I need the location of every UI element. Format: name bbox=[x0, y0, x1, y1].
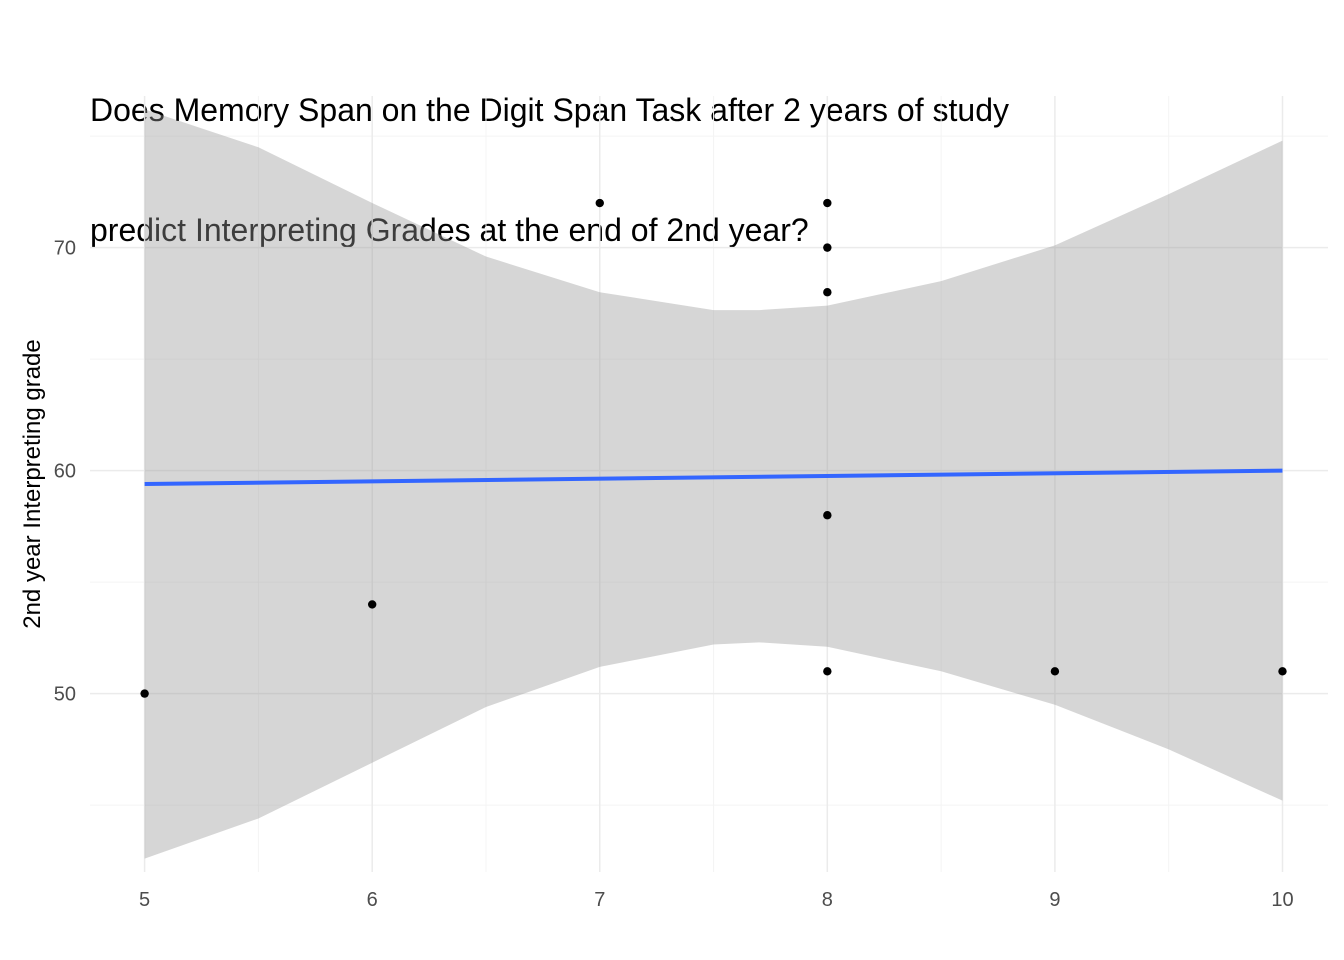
data-point bbox=[823, 198, 832, 208]
x-tick-label: 10 bbox=[1271, 889, 1293, 911]
chart-title: Does Memory Span on the Digit Span Task … bbox=[90, 10, 1009, 330]
chart-title-line-2: predict Interpreting Grades at the end o… bbox=[90, 212, 809, 248]
x-tick-label: 8 bbox=[822, 889, 833, 911]
data-point bbox=[823, 511, 832, 520]
y-axis-title: 2nd year Interpreting grade bbox=[19, 339, 46, 629]
x-tick-label: 7 bbox=[594, 889, 605, 911]
x-tick-label: 5 bbox=[139, 889, 150, 911]
chart-title-line-1: Does Memory Span on the Digit Span Task … bbox=[90, 92, 1009, 128]
y-tick-label: 60 bbox=[54, 461, 76, 483]
data-point bbox=[595, 198, 604, 208]
data-point bbox=[823, 288, 832, 297]
confidence-band bbox=[144, 109, 1283, 859]
x-tick-label: 9 bbox=[1049, 889, 1060, 911]
data-point bbox=[1278, 667, 1287, 676]
data-point bbox=[367, 600, 377, 609]
data-point bbox=[140, 689, 149, 698]
x-tick-label: 6 bbox=[367, 889, 378, 911]
data-point bbox=[823, 243, 832, 252]
data-point bbox=[823, 667, 832, 676]
data-point bbox=[1050, 667, 1060, 676]
y-tick-label: 70 bbox=[54, 238, 76, 260]
y-tick-label: 50 bbox=[54, 684, 76, 706]
regression-line bbox=[144, 468, 1283, 486]
